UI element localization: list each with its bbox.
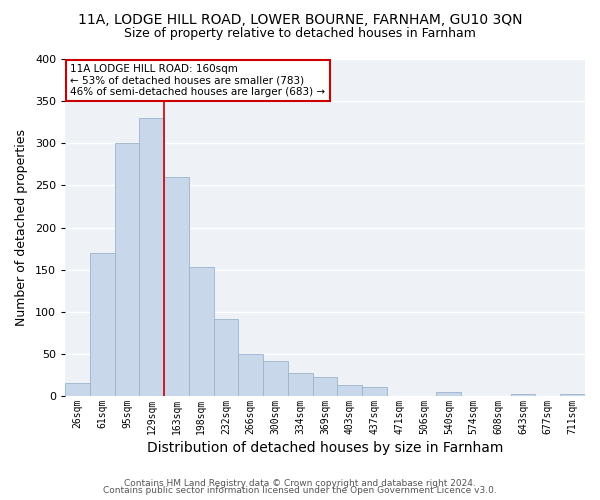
X-axis label: Distribution of detached houses by size in Farnham: Distribution of detached houses by size …: [147, 441, 503, 455]
Bar: [313, 376, 337, 396]
Y-axis label: Number of detached properties: Number of detached properties: [15, 129, 28, 326]
Bar: [238, 354, 263, 396]
Bar: [362, 387, 387, 396]
Bar: [288, 374, 313, 396]
Bar: [337, 385, 362, 396]
Bar: [511, 394, 535, 396]
Bar: [65, 384, 90, 396]
Text: Contains public sector information licensed under the Open Government Licence v3: Contains public sector information licen…: [103, 486, 497, 495]
Bar: [214, 320, 238, 396]
Bar: [436, 392, 461, 396]
Text: 11A, LODGE HILL ROAD, LOWER BOURNE, FARNHAM, GU10 3QN: 11A, LODGE HILL ROAD, LOWER BOURNE, FARN…: [78, 12, 522, 26]
Bar: [139, 118, 164, 396]
Bar: [115, 144, 139, 396]
Text: Contains HM Land Registry data © Crown copyright and database right 2024.: Contains HM Land Registry data © Crown c…: [124, 478, 476, 488]
Text: 11A LODGE HILL ROAD: 160sqm
← 53% of detached houses are smaller (783)
46% of se: 11A LODGE HILL ROAD: 160sqm ← 53% of det…: [70, 64, 325, 98]
Bar: [189, 267, 214, 396]
Bar: [560, 394, 585, 396]
Text: Size of property relative to detached houses in Farnham: Size of property relative to detached ho…: [124, 28, 476, 40]
Bar: [263, 360, 288, 396]
Bar: [164, 177, 189, 396]
Bar: [90, 253, 115, 396]
